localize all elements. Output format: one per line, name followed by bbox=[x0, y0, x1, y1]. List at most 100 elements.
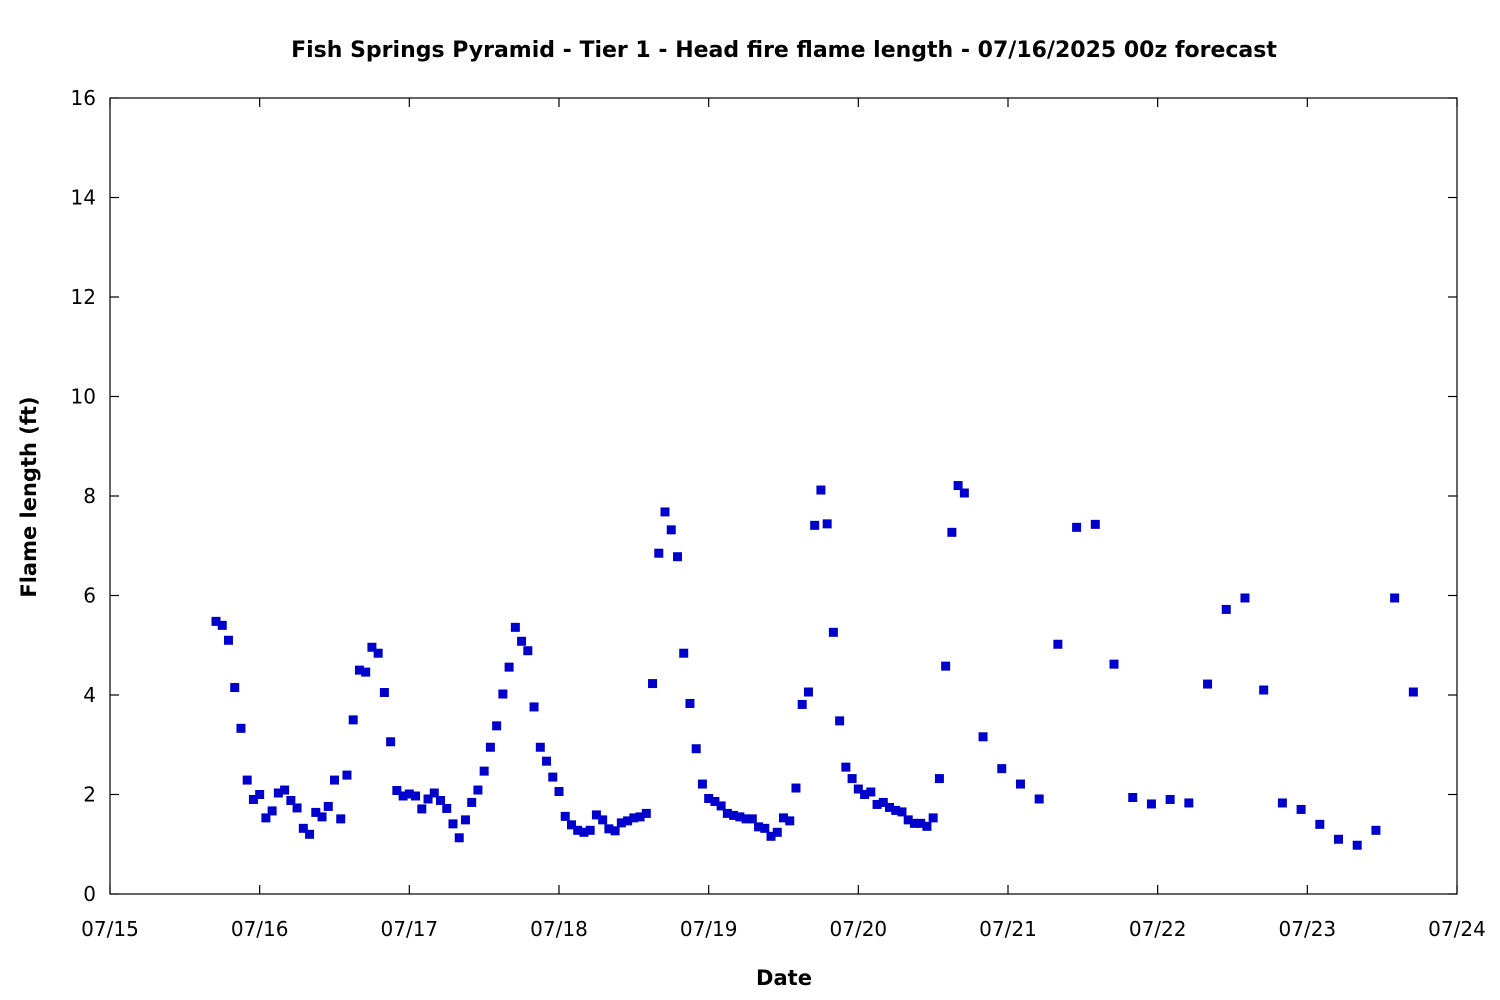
data-point bbox=[236, 723, 246, 733]
y-tick-label: 8 bbox=[83, 484, 96, 508]
y-tick-label: 14 bbox=[71, 186, 96, 210]
data-point bbox=[841, 762, 851, 772]
data-point bbox=[1390, 593, 1400, 603]
data-point bbox=[828, 627, 838, 637]
data-point bbox=[816, 485, 826, 495]
data-point bbox=[242, 775, 252, 785]
data-point bbox=[835, 716, 845, 726]
data-point bbox=[754, 822, 764, 832]
data-point bbox=[1259, 685, 1269, 695]
data-point bbox=[261, 813, 271, 823]
data-point bbox=[573, 825, 583, 835]
data-point bbox=[947, 527, 957, 537]
data-point bbox=[878, 797, 888, 807]
y-axis-label: Flame length (ft) bbox=[17, 396, 41, 597]
data-point bbox=[585, 825, 595, 835]
data-point bbox=[760, 823, 770, 833]
data-point bbox=[685, 698, 695, 708]
data-point bbox=[654, 548, 664, 558]
data-point bbox=[1203, 679, 1213, 689]
y-tick-label: 6 bbox=[83, 584, 96, 608]
x-axis-label: Date bbox=[756, 966, 812, 990]
data-point bbox=[623, 816, 633, 826]
x-tick-label: 07/18 bbox=[530, 917, 588, 941]
data-point bbox=[535, 742, 545, 752]
x-tick-label: 07/21 bbox=[979, 917, 1037, 941]
data-point bbox=[223, 635, 233, 645]
data-point bbox=[411, 791, 421, 801]
data-point bbox=[273, 788, 283, 798]
y-tick-label: 0 bbox=[83, 882, 96, 906]
data-point bbox=[797, 699, 807, 709]
data-point bbox=[903, 815, 913, 825]
data-point bbox=[604, 824, 614, 834]
data-point bbox=[635, 812, 645, 822]
data-point bbox=[791, 783, 801, 793]
data-point bbox=[473, 785, 483, 795]
data-point bbox=[579, 827, 589, 837]
data-point bbox=[211, 616, 221, 626]
data-point bbox=[598, 815, 608, 825]
data-point bbox=[404, 789, 414, 799]
data-point bbox=[255, 790, 265, 799]
data-point bbox=[1296, 804, 1306, 814]
data-point bbox=[772, 827, 782, 837]
data-point bbox=[467, 797, 477, 807]
x-tick-label: 07/22 bbox=[1129, 917, 1187, 941]
data-point bbox=[803, 687, 813, 697]
data-point bbox=[498, 689, 508, 699]
data-point bbox=[891, 805, 901, 815]
data-point bbox=[735, 812, 745, 822]
data-point bbox=[342, 770, 352, 780]
y-tick-label: 12 bbox=[71, 285, 96, 309]
data-point bbox=[373, 648, 383, 658]
data-point bbox=[1165, 794, 1175, 804]
data-point bbox=[666, 525, 676, 535]
x-tick-label: 07/17 bbox=[381, 917, 439, 941]
y-tick-label: 16 bbox=[71, 86, 96, 110]
data-point bbox=[442, 803, 452, 813]
data-point bbox=[436, 795, 446, 805]
data-point bbox=[298, 823, 308, 833]
y-tick-label: 2 bbox=[83, 783, 96, 807]
data-point bbox=[1015, 779, 1025, 789]
data-point bbox=[941, 661, 951, 671]
plot-frame bbox=[109, 97, 1458, 895]
x-tick-label: 07/24 bbox=[1428, 917, 1486, 941]
y-axis: 0 2 4 6 8 10 12 14 16 bbox=[71, 86, 1457, 906]
data-point bbox=[729, 810, 739, 820]
data-point bbox=[1221, 604, 1231, 614]
data-point bbox=[566, 820, 576, 830]
data-point bbox=[953, 481, 963, 491]
x-tick-label: 07/23 bbox=[1279, 917, 1337, 941]
data-point bbox=[548, 772, 558, 782]
data-point bbox=[741, 814, 751, 824]
data-point bbox=[997, 764, 1007, 774]
data-point bbox=[1128, 792, 1138, 802]
data-point bbox=[386, 737, 396, 747]
data-point bbox=[922, 821, 932, 831]
data-point bbox=[1146, 799, 1156, 809]
data-point bbox=[860, 790, 870, 799]
data-point bbox=[554, 787, 564, 797]
data-point bbox=[978, 732, 988, 742]
data-point bbox=[909, 818, 919, 828]
data-point bbox=[1315, 819, 1325, 829]
data-point bbox=[641, 808, 651, 818]
data-point bbox=[305, 829, 315, 839]
data-point bbox=[766, 831, 776, 841]
chart-title: Fish Springs Pyramid - Tier 1 - Head fir… bbox=[291, 38, 1277, 63]
data-point bbox=[392, 786, 402, 796]
data-point bbox=[1109, 659, 1119, 669]
data-point bbox=[292, 803, 302, 813]
y-tick-label: 4 bbox=[83, 683, 96, 707]
data-point bbox=[429, 788, 439, 798]
data-point bbox=[323, 801, 333, 811]
data-point bbox=[1352, 840, 1362, 850]
data-point bbox=[1371, 825, 1381, 835]
data-point bbox=[610, 826, 620, 836]
data-point bbox=[230, 683, 240, 693]
data-point bbox=[866, 787, 876, 797]
data-point bbox=[217, 620, 227, 630]
